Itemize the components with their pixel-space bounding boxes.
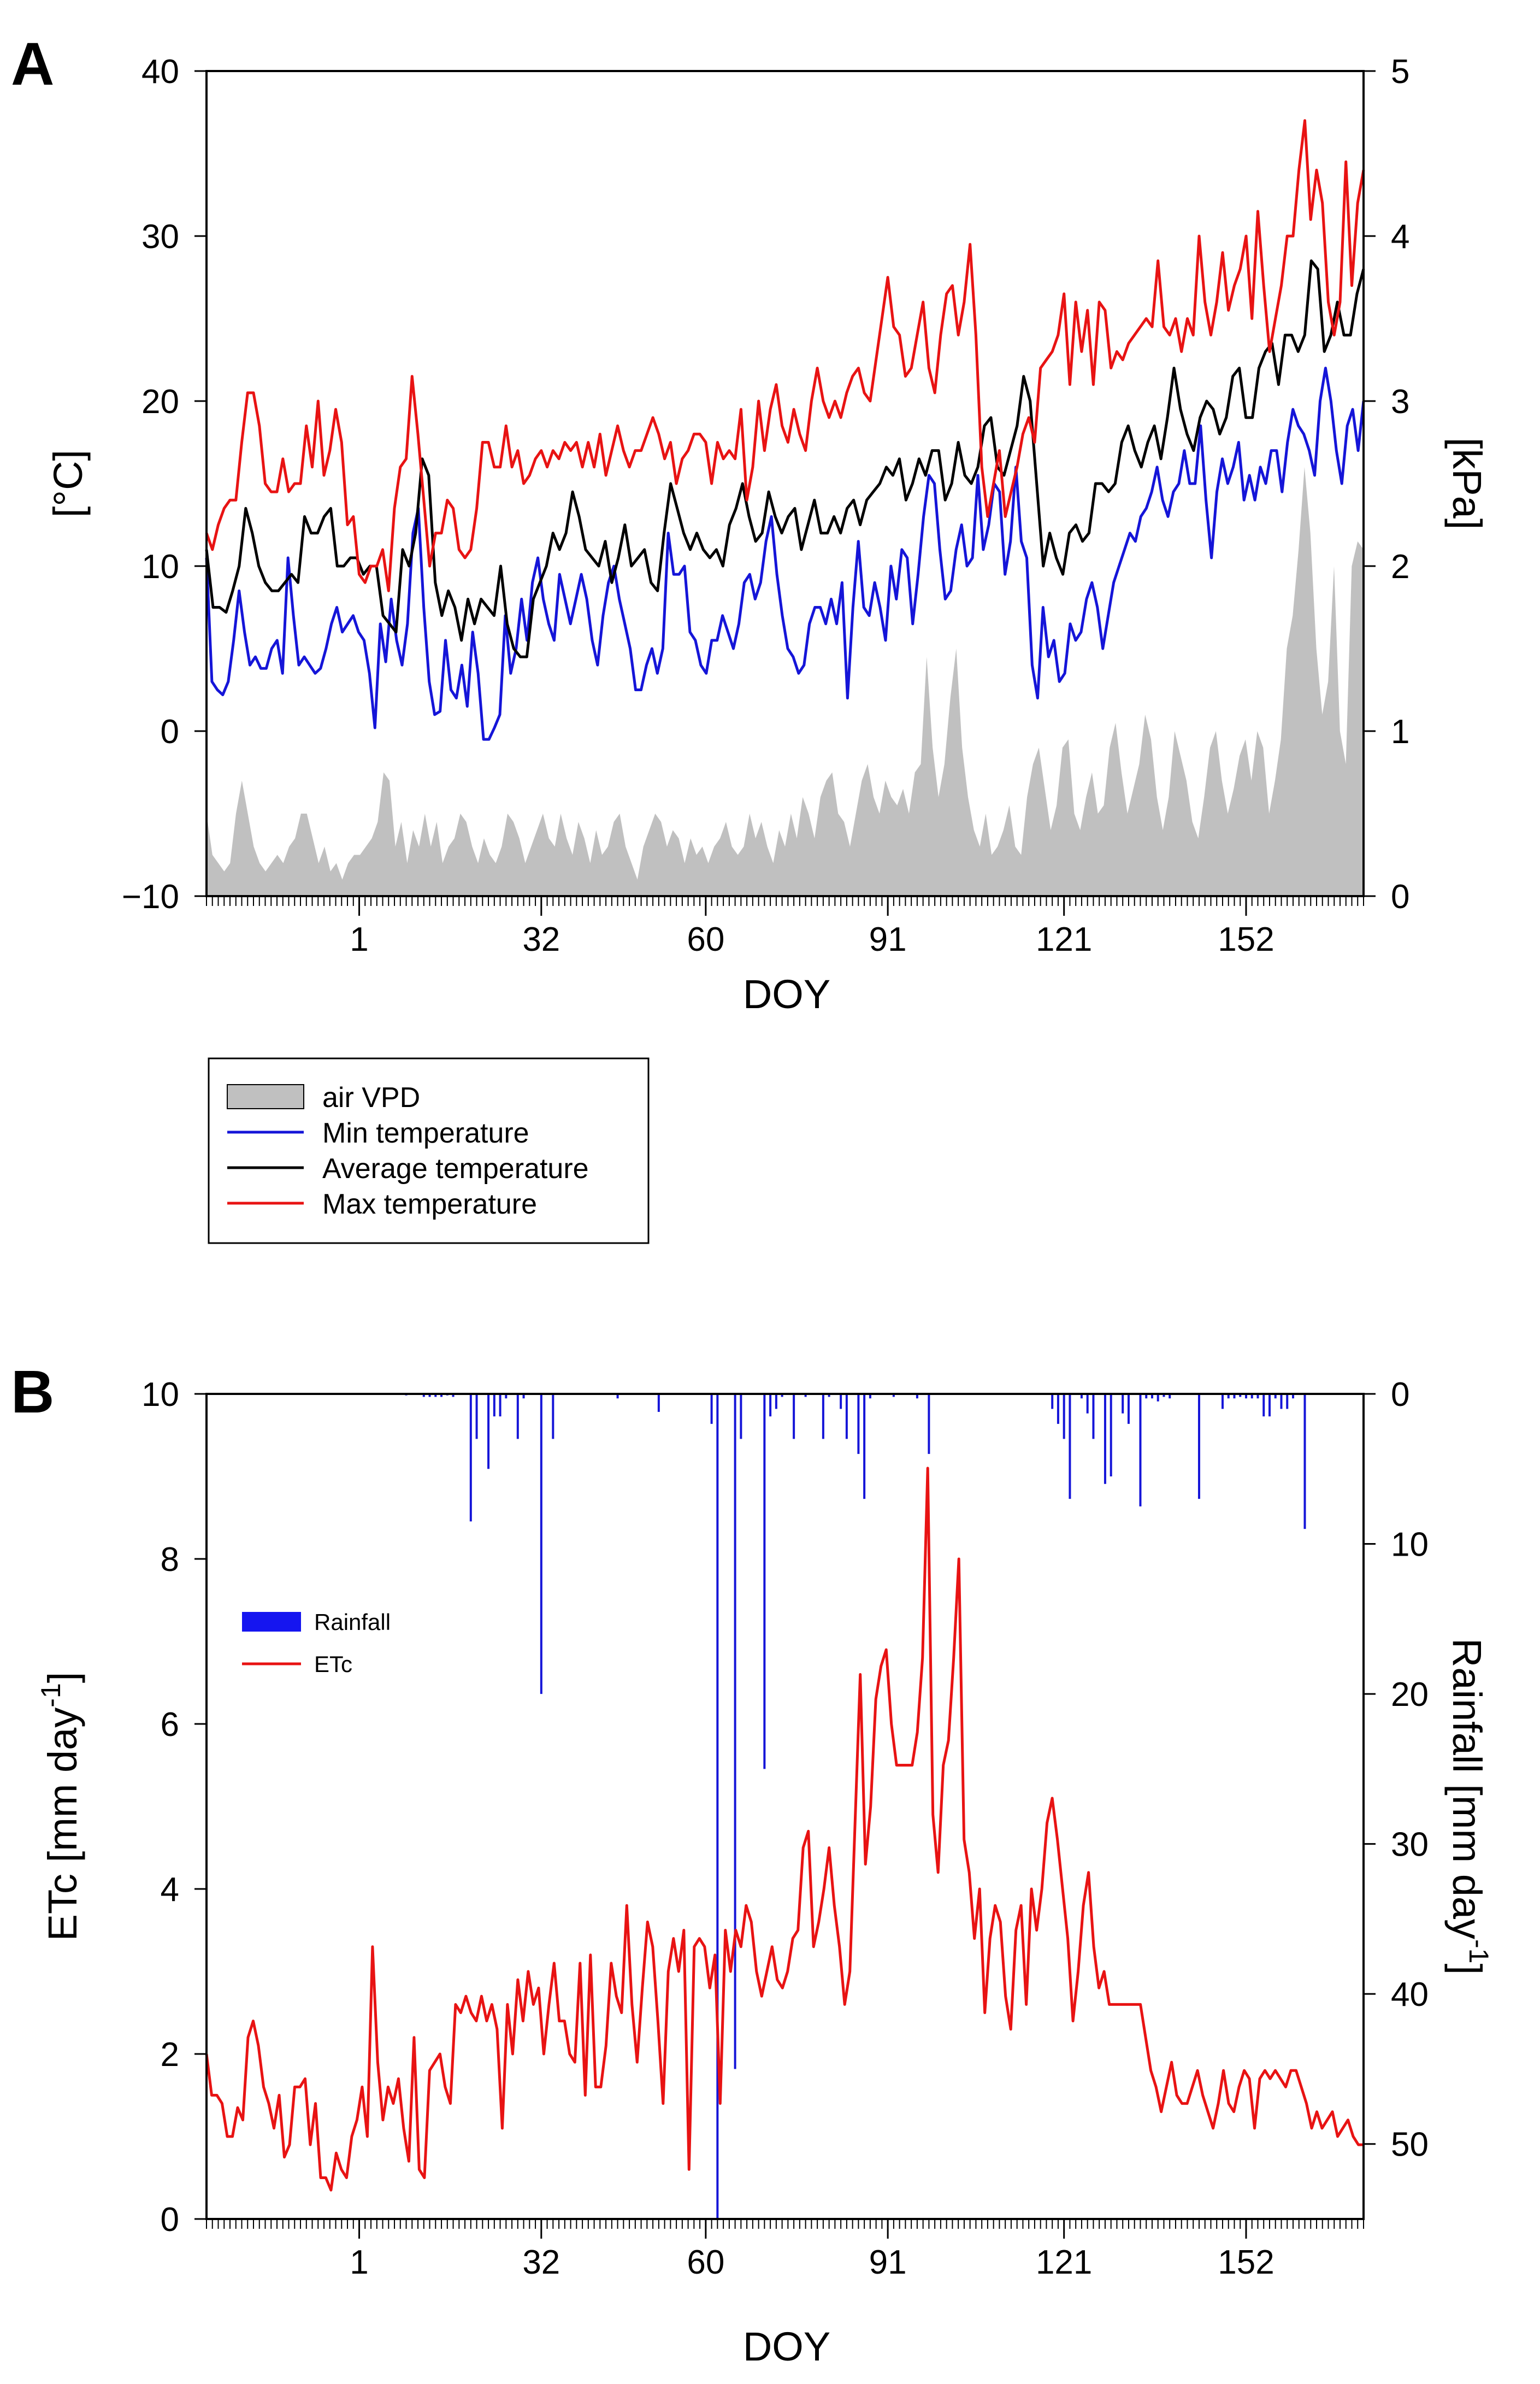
y-left-tick-label-6: 6 bbox=[161, 1706, 179, 1744]
x-tick-label-32: 32 bbox=[522, 2244, 560, 2281]
y-right-tick-label-30: 30 bbox=[1391, 1826, 1429, 1864]
series-average-temperature-line bbox=[205, 259, 1365, 658]
y-right-tick-label-0: 0 bbox=[1391, 878, 1409, 916]
legend-label-rainfall: Rainfall bbox=[314, 1609, 391, 1635]
legend-label-air-vpd: air VPD bbox=[322, 1082, 420, 1114]
y-left-tick-label-2: 2 bbox=[161, 2036, 179, 2074]
panel-a-ticks-group: 1 32 60 91 121 152 −10 0 10 20 30 40 0 1 2 3 4 5 bbox=[122, 53, 1410, 958]
x-tick-label-152: 152 bbox=[1218, 921, 1274, 958]
x-tick-label-152: 152 bbox=[1218, 2244, 1274, 2281]
panel-a-legend: air VPD Min temperature Average temperat… bbox=[208, 1057, 650, 1244]
panel-b-label: B bbox=[11, 1358, 54, 1426]
panel-b: B 1 32 60 91 121 152 0 2 4 6 8 10 0 10 20 30 40 50 DOY ET… bbox=[11, 1358, 1494, 2369]
y-left-tick-label-0: 0 bbox=[161, 2201, 179, 2239]
series-etc-line bbox=[205, 1467, 1364, 2192]
panel-a-right-axis-title: [kPa] bbox=[1444, 438, 1490, 530]
panel-a-vpd-area-group bbox=[206, 467, 1364, 896]
x-tick-label-32: 32 bbox=[522, 921, 560, 958]
y-right-tick-label-4: 4 bbox=[1391, 218, 1409, 256]
panel-b-left-axis-title-close: ] bbox=[40, 1672, 85, 1683]
panel-b-plot-frame bbox=[205, 1393, 1365, 2220]
x-tick-label-121: 121 bbox=[1036, 2244, 1092, 2281]
panel-b-left-axis-title-main: ETc [mm day bbox=[40, 1708, 85, 1941]
panel-b-right-axis-title-main: Rainfall [mm day bbox=[1444, 1638, 1490, 1939]
panel-a-lines-group bbox=[205, 119, 1365, 741]
panel-b-ticks-group: 1 32 60 91 121 152 0 2 4 6 8 10 0 10 20 30 40 50 bbox=[141, 1376, 1429, 2281]
y-right-tick-label-10: 10 bbox=[1391, 1526, 1429, 1564]
x-tick-label-60: 60 bbox=[687, 921, 724, 958]
y-left-tick-label-4: 4 bbox=[161, 1871, 179, 1909]
series-max-temperature-line bbox=[205, 119, 1365, 592]
panel-a-label: A bbox=[11, 31, 54, 98]
legend-swatch-rainfall bbox=[242, 1612, 301, 1632]
y-left-tick-label-20: 20 bbox=[141, 383, 179, 421]
y-right-tick-label-40: 40 bbox=[1391, 1976, 1429, 2014]
y-right-tick-label-2: 2 bbox=[1391, 548, 1409, 586]
x-tick-label-121: 121 bbox=[1036, 921, 1092, 958]
y-left-tick-label-8: 8 bbox=[161, 1541, 179, 1579]
x-tick-label-1: 1 bbox=[350, 921, 368, 958]
panel-a: A 1 32 60 91 121 152 −10 0 10 20 30 40 0 1 2 3 4 5 DOY [°… bbox=[11, 31, 1490, 1244]
y-left-tick-label-10: 10 bbox=[141, 1376, 179, 1414]
y-right-tick-label-20: 20 bbox=[1391, 1676, 1429, 1714]
panel-b-right-axis-title-close: ] bbox=[1444, 1963, 1490, 1975]
panel-b-left-axis-title-sup: -1 bbox=[36, 1683, 66, 1707]
legend-label-average-temperature: Average temperature bbox=[322, 1153, 589, 1185]
y-right-tick-label-5: 5 bbox=[1391, 53, 1409, 91]
x-tick-label-91: 91 bbox=[869, 2244, 907, 2281]
x-tick-label-1: 1 bbox=[350, 2244, 368, 2281]
panel-b-x-axis-title: DOY bbox=[743, 2324, 830, 2369]
series-min-temperature-line bbox=[205, 367, 1365, 741]
y-right-tick-label-3: 3 bbox=[1391, 383, 1409, 421]
panel-b-right-axis-title-sup: -1 bbox=[1464, 1939, 1494, 1963]
panel-b-legend: Rainfall ETc bbox=[242, 1609, 391, 1677]
legend-label-etc: ETc bbox=[314, 1651, 352, 1677]
y-left-tick-label-30: 30 bbox=[141, 218, 179, 256]
panel-b-lines-group bbox=[205, 1467, 1364, 2192]
x-tick-label-91: 91 bbox=[869, 921, 907, 958]
x-tick-label-60: 60 bbox=[687, 2244, 724, 2281]
y-left-tick-label-0: 0 bbox=[161, 713, 179, 751]
y-left-tick-label-40: 40 bbox=[141, 53, 179, 91]
panel-a-left-axis-title: [°C] bbox=[45, 450, 91, 517]
y-right-tick-label-0: 0 bbox=[1391, 1376, 1409, 1414]
series-air-vpd-area bbox=[206, 467, 1364, 896]
legend-label-min-temperature: Min temperature bbox=[322, 1117, 529, 1149]
legend-label-max-temperature: Max temperature bbox=[322, 1188, 537, 1220]
panel-b-left-axis-title: ETc [mm day-1] bbox=[36, 1672, 85, 1941]
panel-b-right-axis-title: Rainfall [mm day-1] bbox=[1444, 1638, 1494, 1975]
y-left-tick-label-10: 10 bbox=[141, 548, 179, 586]
y-right-tick-label-50: 50 bbox=[1391, 2126, 1429, 2164]
panel-a-plot-frame bbox=[205, 70, 1365, 897]
panel-a-x-axis-title: DOY bbox=[743, 972, 830, 1017]
y-right-tick-label-1: 1 bbox=[1391, 713, 1409, 751]
y-left-tick-label-10: −10 bbox=[122, 878, 179, 916]
legend-swatch-air-vpd bbox=[227, 1084, 304, 1109]
